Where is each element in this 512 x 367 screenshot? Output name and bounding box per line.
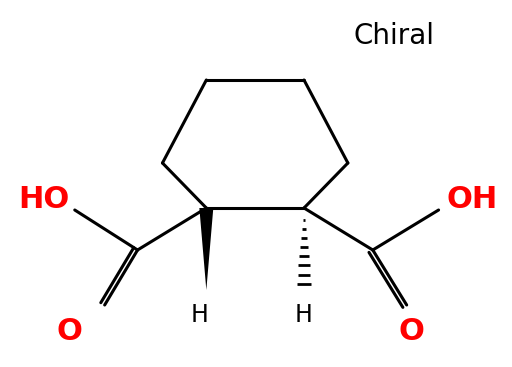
Text: HO: HO: [18, 185, 69, 214]
Text: O: O: [399, 317, 424, 346]
Text: O: O: [57, 317, 83, 346]
Text: H: H: [190, 303, 208, 327]
Polygon shape: [199, 208, 214, 290]
Text: OH: OH: [446, 185, 498, 214]
Text: H: H: [295, 303, 313, 327]
Text: Chiral: Chiral: [354, 22, 435, 50]
